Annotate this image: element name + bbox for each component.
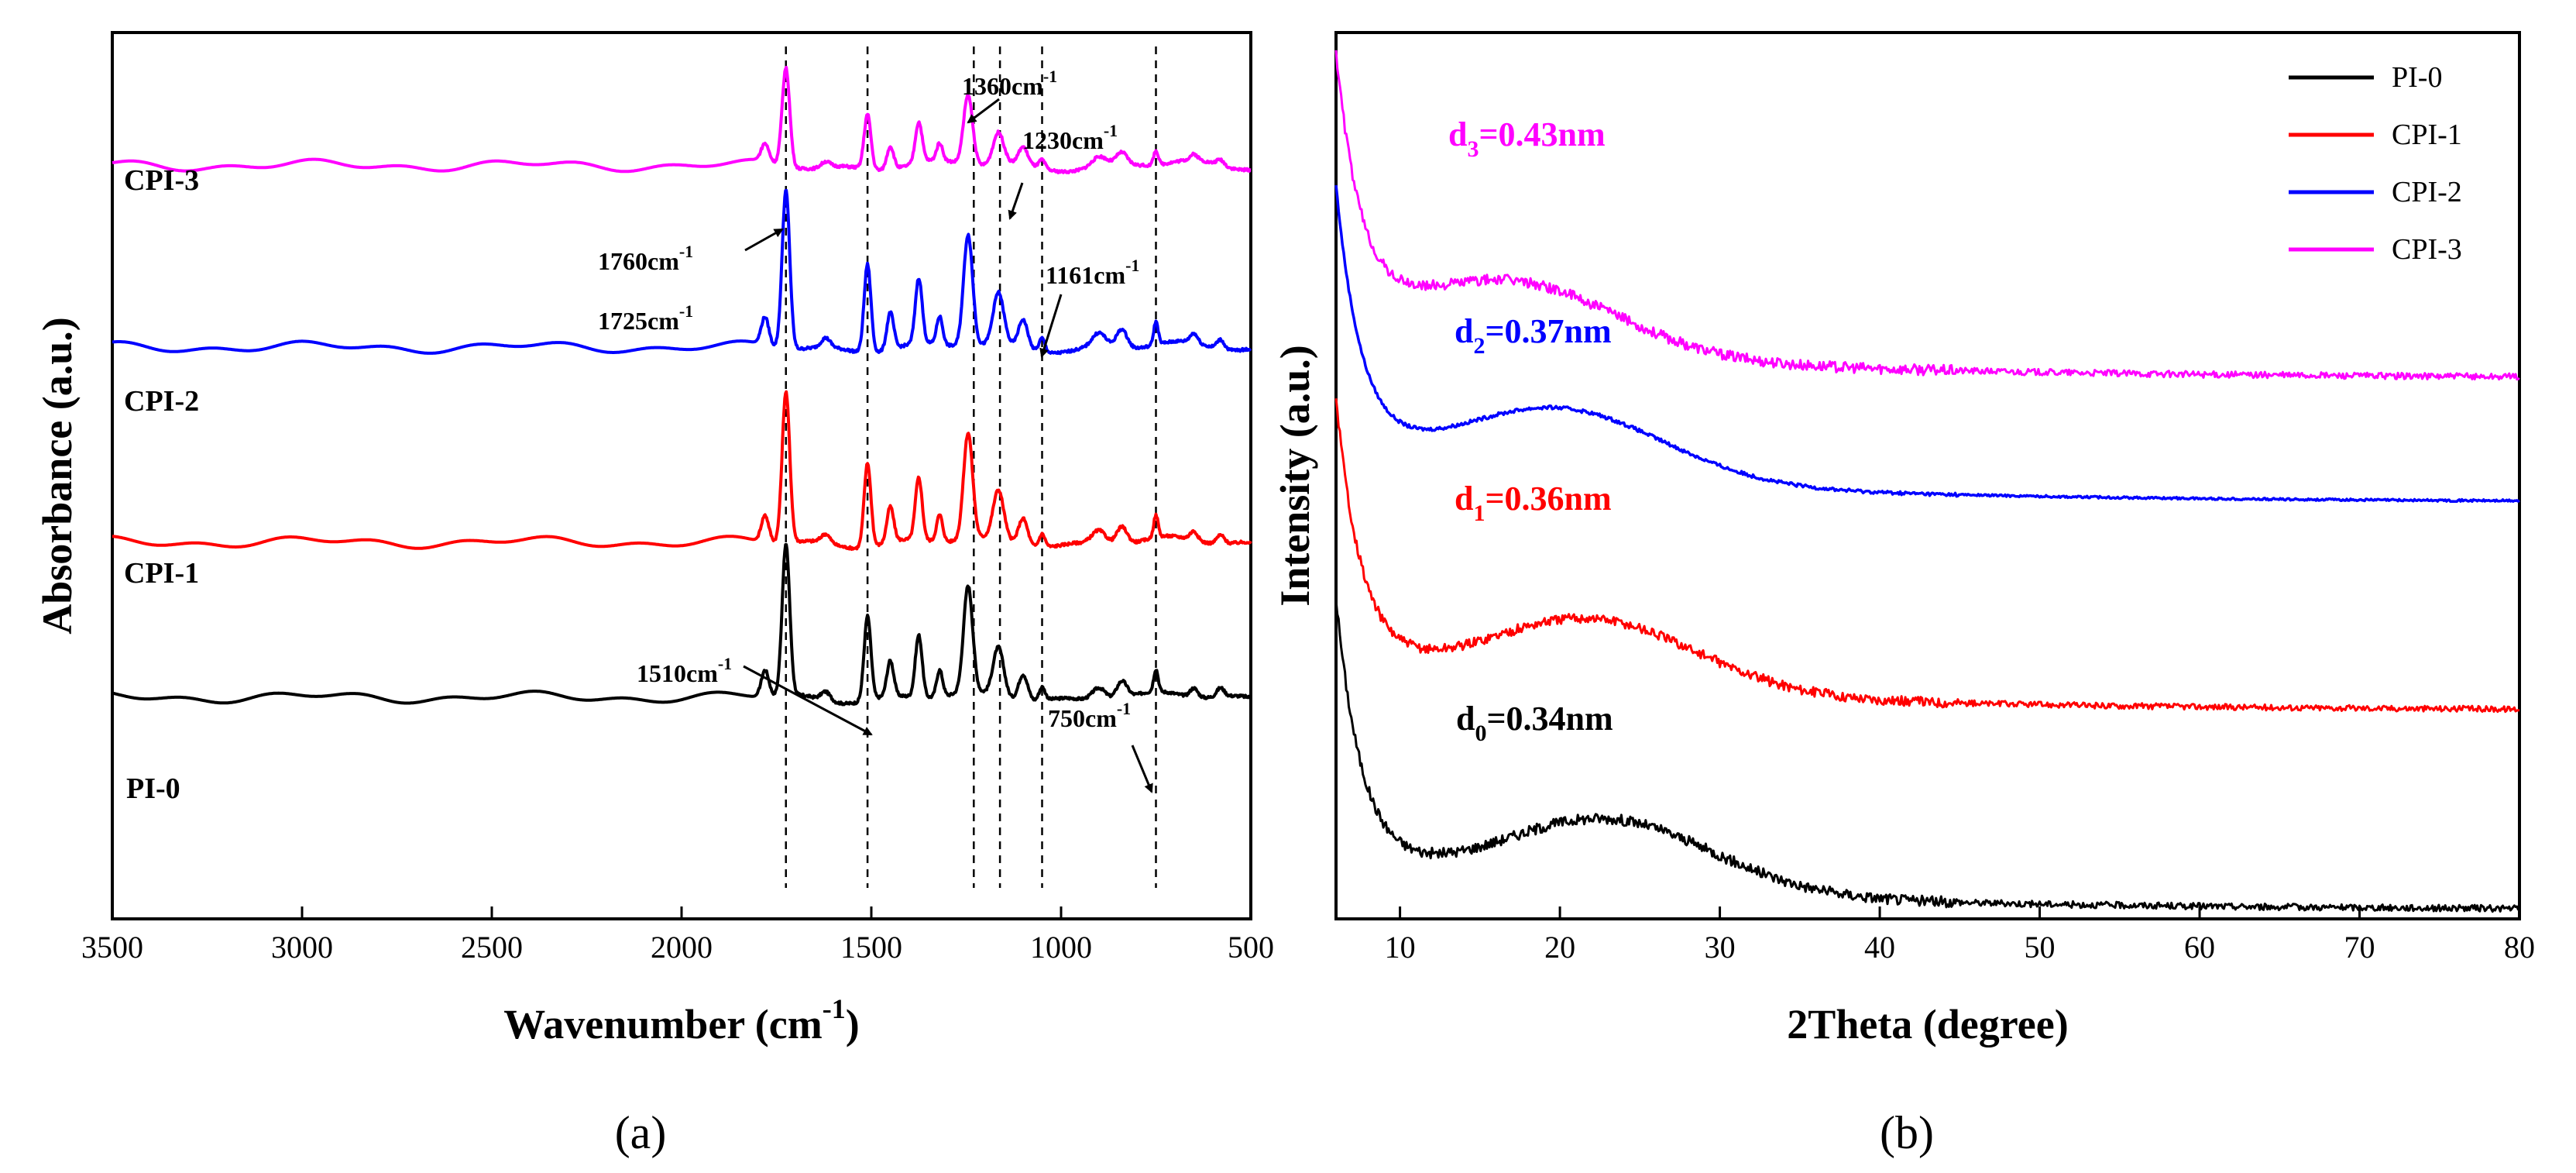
xrd-x-tick-label: 70 [2344, 930, 2375, 965]
arrow [1008, 182, 1024, 220]
xrd-series-cpi-2 [1334, 184, 2520, 504]
ftir-series-pi-0 [112, 543, 1252, 707]
xrd-dspacing-d1: d1=0.36nm [1455, 480, 1612, 526]
ftir-label-cpi1: CPI-1 [124, 557, 199, 590]
arrow [743, 665, 873, 736]
ftir-x-tick-label: 2500 [461, 930, 523, 965]
annotation-text: 1161cm [1046, 261, 1125, 289]
xrd-x-tick-label: 80 [2504, 930, 2535, 965]
annotation-sup: -1 [1125, 256, 1139, 275]
xrd-x-tick-label: 20 [1544, 930, 1575, 965]
arrow [967, 98, 1000, 124]
xrd-x-ticks: 10 20 30 40 50 60 70 80 [1385, 906, 2535, 965]
annotation-text: 1725cm [598, 307, 679, 335]
xrd-x-axis-title: 2Theta (degree) [1787, 1001, 2068, 1047]
svg-text:1510cm-1: 1510cm-1 [637, 654, 732, 687]
xrd-dspacing-d0: d0=0.34nm [1456, 700, 1613, 746]
ftir-annotation-1725: 1725cm-1 [598, 301, 693, 335]
xrd-x-tick-label: 60 [2184, 930, 2215, 965]
arrow [744, 228, 784, 252]
ftir-series-cpi-1 [112, 390, 1252, 551]
xrd-dspacing-d3: d3=0.43nm [1448, 115, 1606, 162]
xrd-plot-frame [1334, 31, 2521, 920]
xrd-y-axis-title: Intensity (a.u.) [1272, 345, 1318, 607]
ftir-label-pi0: PI-0 [126, 772, 180, 805]
annotation-sup: -1 [1117, 699, 1131, 718]
ftir-x-tick-label: 2000 [651, 930, 713, 965]
annotation-text: 1760cm [598, 247, 679, 275]
ftir-x-tick-label: 500 [1228, 930, 1274, 965]
svg-text:750cm-1: 750cm-1 [1048, 699, 1131, 732]
ftir-peak-guides [785, 46, 1157, 888]
annotation-sup: -1 [679, 242, 693, 261]
legend-label-cpi1: CPI-1 [2392, 119, 2462, 151]
legend-label-pi0: PI-0 [2392, 61, 2442, 94]
annotation-sup: -1 [718, 654, 732, 673]
ftir-annotation-1510: 1510cm-1 [637, 654, 873, 736]
ftir-annotation-1230: 1230cm-1 [1008, 121, 1118, 220]
xrd-x-tick-label: 40 [1864, 930, 1895, 965]
ftir-series-cpi-3 [112, 65, 1252, 174]
xrd-series-cpi-1 [1334, 398, 2520, 714]
ftir-series-cpi-2 [112, 188, 1252, 356]
ftir-label-cpi2: CPI-2 [124, 385, 199, 418]
ftir-annotation-1360: 1360cm-1 [962, 67, 1057, 124]
xrd-chart: 10 20 30 40 50 60 70 80 d0=0.34nm d1=0.36nm d2=… [1272, 31, 2535, 1158]
annotation-text: 750cm [1048, 704, 1117, 732]
ftir-x-ticks: 3500 3000 2500 2000 1500 1000 500 [81, 906, 1274, 965]
arrow [1039, 294, 1063, 358]
panel-label-b: (b) [1880, 1107, 1934, 1158]
ftir-annotation-750: 750cm-1 [1048, 699, 1153, 793]
ftir-x-tick-label: 1500 [840, 930, 902, 965]
legend-label-cpi2: CPI-2 [2392, 176, 2462, 208]
annotation-sup: -1 [1043, 67, 1057, 86]
xrd-x-tick-label: 30 [1705, 930, 1736, 965]
ftir-annotation-1760: 1760cm-1 [598, 228, 784, 275]
xrd-x-tick-label: 10 [1385, 930, 1416, 965]
xrd-legend: PI-0 CPI-1 CPI-2 CPI-3 [2289, 61, 2462, 266]
legend-label-cpi3: CPI-3 [2392, 233, 2462, 266]
svg-text:1230cm-1: 1230cm-1 [1022, 121, 1118, 154]
svg-text:1360cm-1: 1360cm-1 [962, 67, 1057, 100]
ftir-label-cpi3: CPI-3 [124, 164, 199, 197]
ftir-x-tick-label: 1000 [1030, 930, 1092, 965]
svg-text:1760cm-1: 1760cm-1 [598, 242, 693, 275]
ftir-y-axis-title: Absorbance (a.u.) [34, 317, 81, 635]
xrd-x-tick-label: 50 [2025, 930, 2056, 965]
ftir-annotation-1161: 1161cm-1 [1039, 256, 1139, 358]
ftir-chart: 3500 3000 2500 2000 1500 1000 500 PI-0 CPI-1 C… [34, 31, 1274, 1158]
ftir-curves [112, 65, 1252, 707]
annotation-text: 1510cm [637, 659, 718, 687]
xrd-dspacing-d2: d2=0.37nm [1455, 312, 1612, 359]
svg-text:1161cm-1: 1161cm-1 [1046, 256, 1139, 289]
xrd-series-pi-0 [1334, 600, 2521, 913]
annotation-sup: -1 [679, 301, 693, 321]
annotation-text: 1360cm [962, 72, 1043, 100]
ftir-x-axis-title: Wavenumber (cm-1) [503, 993, 859, 1047]
svg-text:1725cm-1: 1725cm-1 [598, 301, 693, 335]
annotation-sup: -1 [1104, 121, 1118, 140]
xrd-series-cpi-3 [1334, 50, 2520, 381]
panel-label-a: (a) [615, 1107, 667, 1158]
ftir-x-tick-label: 3000 [271, 930, 333, 965]
annotation-text: 1230cm [1022, 126, 1104, 154]
xrd-curves [1334, 50, 2521, 913]
arrow [1131, 745, 1153, 793]
ftir-x-tick-label: 3500 [81, 930, 143, 965]
